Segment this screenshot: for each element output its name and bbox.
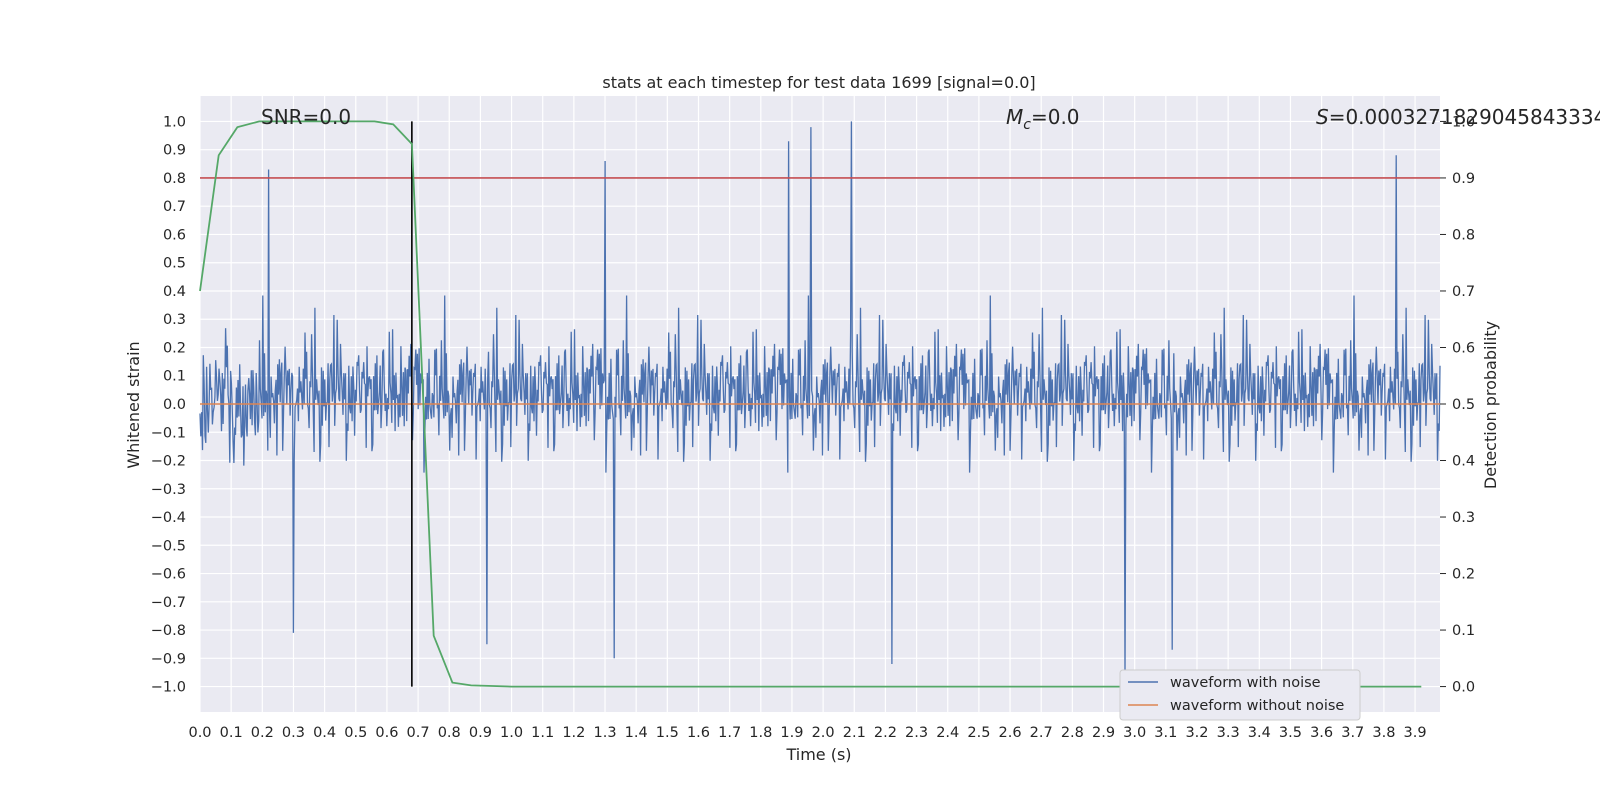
s-annotation: S=0.0003271829045843334	[1316, 105, 1600, 129]
x-tick-label: 3.3	[1217, 725, 1240, 741]
y2-tick-label: 1.0	[1452, 114, 1475, 130]
x-tick-label: 3.0	[1123, 725, 1146, 741]
y2-tick-label: 0.9	[1452, 171, 1475, 187]
noise-waveform-line	[199, 121, 1441, 679]
x-tick-label: 0.4	[313, 725, 336, 741]
y-tick-label: 0.9	[163, 143, 186, 159]
waveform-with-noise-series	[199, 121, 1441, 679]
y-tick-label: 0.7	[163, 199, 186, 215]
x-tick-label: 1.2	[562, 725, 585, 741]
x-tick-label: 3.7	[1341, 725, 1364, 741]
x-tick-label: 1.0	[500, 725, 523, 741]
x-tick-label: 0.5	[344, 725, 367, 741]
x-tick-label: 2.0	[812, 725, 835, 741]
x-tick-label: 2.2	[874, 725, 897, 741]
y-tick-label: 0.1	[163, 369, 186, 385]
y2-tick-label: 0.4	[1452, 454, 1475, 470]
x-tick-label: 0.0	[188, 725, 211, 741]
x-tick-label: 0.9	[469, 725, 492, 741]
x-tick-label: 0.8	[438, 725, 461, 741]
x-tick-label: 1.3	[593, 725, 616, 741]
y-tick-label: −0.9	[151, 651, 186, 667]
x-tick-label: 2.1	[843, 725, 866, 741]
x-tick-label: 3.6	[1310, 725, 1333, 741]
x-tick-label: 1.5	[656, 725, 679, 741]
x-tick-label: 3.2	[1185, 725, 1208, 741]
y-tick-label: −0.1	[151, 425, 186, 441]
x-tick-label: 1.1	[531, 725, 554, 741]
x-tick-labels: 0.0 0.1 0.2 0.3 0.4 0.5 0.6 0.7 0.8 0.9 1.0 1.1 1.2 1…	[188, 725, 1426, 741]
x-tick-label: 1.6	[687, 725, 710, 741]
y2-axis-label: Detection probability	[1481, 321, 1500, 489]
y2-tick-label: 0.5	[1452, 397, 1475, 413]
y-tick-labels: 1.0 0.9 0.8 0.7 0.6 0.5 0.4 0.3 0.2 0.1 0.0 −0.1 −0.…	[151, 114, 186, 695]
y-tick-label: −0.7	[151, 595, 186, 611]
x-tick-label: 0.2	[251, 725, 274, 741]
y-tick-label: 0.5	[163, 256, 186, 272]
y-tick-label: −0.2	[151, 454, 186, 470]
y-tick-label: −0.6	[151, 567, 186, 583]
x-tick-label: 2.7	[1030, 725, 1053, 741]
x-tick-label: 2.8	[1061, 725, 1084, 741]
x-tick-label: 0.6	[375, 725, 398, 741]
x-tick-label: 2.5	[967, 725, 990, 741]
legend-box	[1119, 669, 1361, 721]
y2-tick-label: 0.8	[1452, 227, 1475, 243]
y-tick-label: 0.6	[163, 227, 186, 243]
y2-tick-label: 0.7	[1452, 284, 1475, 300]
x-tick-label: 1.7	[718, 725, 741, 741]
x-tick-label: 2.6	[999, 725, 1022, 741]
y2-tick-label: 0.6	[1452, 340, 1475, 356]
y-tick-label: −0.3	[151, 482, 186, 498]
x-tick-label: 3.1	[1154, 725, 1177, 741]
y-tick-label: −0.4	[151, 510, 186, 526]
x-tick-label: 1.9	[780, 725, 803, 741]
x-tick-label: 2.9	[1092, 725, 1115, 741]
x-tick-label: 0.1	[220, 725, 243, 741]
x-tick-label: 0.3	[282, 725, 305, 741]
x-tick-label: 3.9	[1404, 725, 1427, 741]
y2-tick-label: 0.1	[1452, 623, 1475, 639]
y-tick-label: −0.5	[151, 538, 186, 554]
y-axis-label: Whitened strain	[124, 341, 143, 468]
detection-probability-line	[199, 120, 1422, 688]
y2-tick-label: 0.3	[1452, 510, 1475, 526]
x-tick-label: 0.7	[407, 725, 430, 741]
chirp-mass-annotation: Mc=0.0	[1006, 105, 1080, 133]
y-tick-label: −0.8	[151, 623, 186, 639]
y-tick-label: 0.8	[163, 171, 186, 187]
x-tick-label: 3.5	[1279, 725, 1302, 741]
x-axis-label: Time (s)	[785, 745, 851, 764]
y-tick-label: 0.3	[163, 312, 186, 328]
legend: waveform with noise waveform without noi…	[1119, 669, 1361, 721]
x-tick-label: 3.4	[1248, 725, 1271, 741]
x-tick-label: 1.8	[749, 725, 772, 741]
legend-label-noise: waveform with noise	[1170, 675, 1321, 691]
x-tick-label: 2.4	[936, 725, 959, 741]
y2-tick-labels: 1.0 0.9 0.8 0.7 0.6 0.5 0.4 0.3 0.2 0.1 0.0	[1440, 114, 1475, 696]
y-tick-label: 1.0	[163, 114, 186, 130]
chart-title: stats at each timestep for test data 169…	[602, 73, 1035, 92]
snr-annotation: SNR=0.0	[261, 105, 351, 129]
x-tick-label: 1.4	[625, 725, 648, 741]
detection-probability-series	[199, 120, 1422, 688]
y-tick-label: 0.0	[163, 397, 186, 413]
y-tick-label: −1.0	[151, 680, 186, 696]
y-tick-label: 0.4	[163, 284, 186, 300]
y2-tick-label: 0.0	[1452, 680, 1475, 696]
x-tick-label: 2.3	[905, 725, 928, 741]
legend-label-clean: waveform without noise	[1170, 698, 1344, 714]
y2-tick-label: 0.2	[1452, 567, 1475, 583]
y-tick-label: 0.2	[163, 340, 186, 356]
x-tick-label: 3.8	[1372, 725, 1395, 741]
